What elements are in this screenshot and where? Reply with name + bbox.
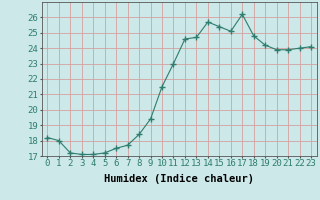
X-axis label: Humidex (Indice chaleur): Humidex (Indice chaleur) — [104, 174, 254, 184]
